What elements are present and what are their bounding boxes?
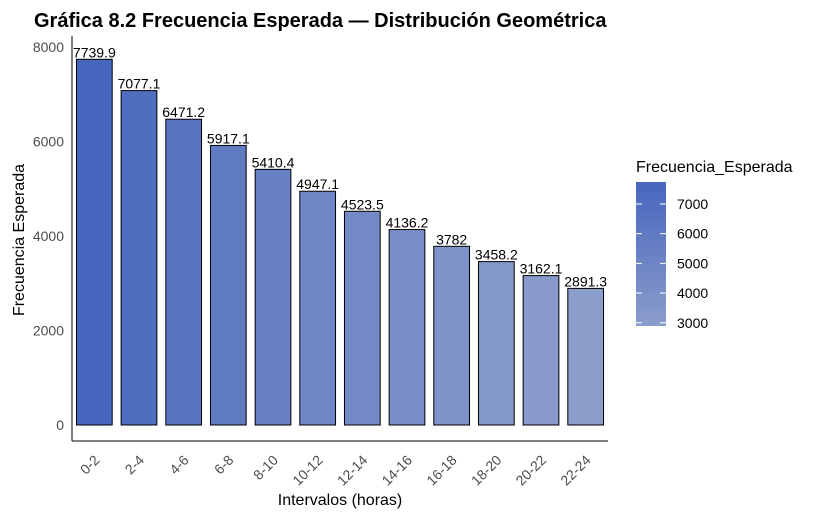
x-tick-label: 18-20 bbox=[468, 452, 505, 489]
data-label: 7077.1 bbox=[118, 76, 161, 92]
y-tick-label: 8000 bbox=[33, 39, 64, 55]
data-label: 5917.1 bbox=[207, 130, 250, 146]
x-tick-label: 14-16 bbox=[378, 452, 415, 489]
legend-title: Frecuencia_Esperada bbox=[636, 159, 793, 176]
y-tick-label: 6000 bbox=[33, 134, 64, 150]
data-label: 3782 bbox=[436, 231, 467, 247]
x-tick-label: 22-24 bbox=[557, 452, 594, 489]
x-tick-label: 20-22 bbox=[512, 452, 549, 489]
legend: Frecuencia_Esperada 3000 4000 5000 6000 7000 bbox=[636, 159, 793, 331]
bar bbox=[209, 144, 247, 426]
data-label: 4523.5 bbox=[341, 196, 384, 212]
bar bbox=[477, 261, 515, 426]
bar bbox=[254, 168, 292, 426]
x-tick-label: 2-4 bbox=[121, 452, 147, 478]
legend-tick-label: 6000 bbox=[677, 226, 708, 242]
bar bbox=[567, 287, 605, 426]
x-tick-label: 12-14 bbox=[334, 452, 371, 489]
y-tick-label: 4000 bbox=[33, 228, 64, 244]
bars bbox=[75, 58, 605, 426]
bar bbox=[165, 118, 203, 426]
legend-tick-label: 7000 bbox=[677, 196, 708, 212]
data-label: 2891.3 bbox=[564, 273, 607, 289]
bar bbox=[120, 90, 158, 426]
data-label: 7739.9 bbox=[73, 44, 116, 60]
x-tick-label: 16-18 bbox=[423, 452, 460, 489]
data-label: 6471.2 bbox=[162, 104, 205, 120]
legend-tick-label: 4000 bbox=[677, 285, 708, 301]
bar bbox=[343, 210, 381, 426]
bar bbox=[75, 58, 113, 426]
bar bbox=[433, 245, 471, 426]
y-tick-label: 2000 bbox=[33, 323, 64, 339]
y-tick-label: 0 bbox=[56, 417, 64, 433]
data-label: 4947.1 bbox=[296, 176, 339, 192]
data-label: 3162.1 bbox=[520, 261, 563, 277]
bar bbox=[299, 190, 337, 426]
data-label: 4136.2 bbox=[386, 215, 429, 231]
data-labels: 7739.97077.16471.25917.15410.44947.14523… bbox=[73, 44, 607, 289]
x-tick-label: 6-8 bbox=[211, 452, 237, 478]
x-tick-label: 0-2 bbox=[77, 452, 103, 478]
x-tick-label: 8-10 bbox=[250, 452, 281, 483]
y-axis-title: Frecuencia Esperada bbox=[11, 164, 28, 316]
chart-title: Gráfica 8.2 Frecuencia Esperada — Distri… bbox=[34, 10, 607, 32]
legend-colorbar bbox=[636, 182, 666, 326]
data-label: 3458.2 bbox=[475, 247, 518, 263]
legend-tick-label: 3000 bbox=[677, 315, 708, 331]
axes bbox=[71, 36, 608, 442]
x-axis-title: Intervalos (horas) bbox=[278, 492, 403, 509]
x-tick-label: 10-12 bbox=[289, 452, 326, 489]
x-tick-label: 4-6 bbox=[166, 452, 192, 478]
data-label: 5410.4 bbox=[252, 154, 295, 170]
bar bbox=[522, 275, 560, 426]
legend-tick-label: 5000 bbox=[677, 255, 708, 271]
bar bbox=[388, 229, 426, 426]
